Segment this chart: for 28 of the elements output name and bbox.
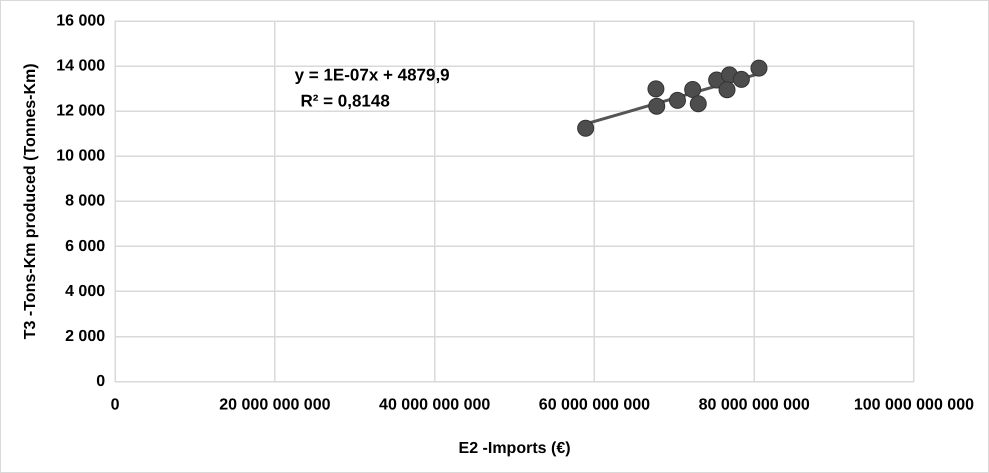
point — [577, 120, 594, 137]
point — [690, 95, 707, 112]
point — [668, 92, 686, 109]
x-tick-label: 60 000 000 000 — [538, 396, 650, 414]
x-tick-label: 20 000 000 000 — [219, 396, 331, 414]
x-tick-label: 40 000 000 000 — [379, 396, 490, 414]
y-axis-title: T3 -Tons-Km produced (Tonnes-Km) — [22, 63, 40, 340]
y-tick-label: 10 000 — [56, 148, 106, 165]
point — [718, 81, 736, 98]
y-tick-label: 4 000 — [65, 282, 106, 300]
x-tick-label: 100 000 000 000 — [854, 396, 974, 414]
y-tick-label: 0 — [96, 373, 106, 390]
y-tick-label: 8 000 — [65, 192, 106, 210]
y-tick-label: 12 000 — [56, 102, 106, 120]
y-tick-label: 14 000 — [56, 57, 106, 74]
point — [732, 70, 750, 88]
x-tick-label: 80 000 000 000 — [698, 396, 810, 414]
y-tick-label: 6 000 — [65, 238, 106, 255]
point — [750, 60, 768, 77]
annotation: R² = 0,8148 — [300, 92, 390, 111]
x-tick-label: 0 — [110, 396, 120, 414]
annotation: y = 1E-07x + 4879,9 — [294, 66, 450, 85]
y-tick-label: 2 000 — [65, 328, 106, 345]
x-axis-title: E2 -Imports (€) — [458, 440, 571, 457]
point — [647, 80, 664, 98]
y-tick-label: 16 000 — [56, 12, 106, 30]
point — [648, 98, 666, 115]
point — [684, 81, 702, 98]
